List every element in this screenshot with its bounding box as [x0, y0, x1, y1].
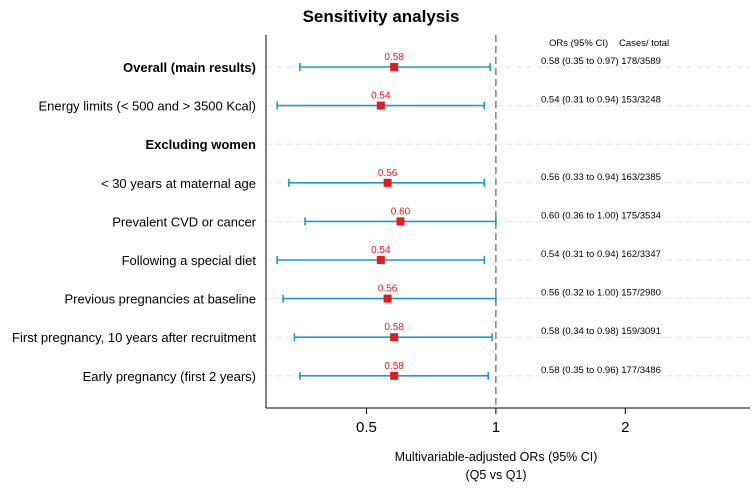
or-point-marker — [376, 256, 385, 264]
x-axis-ticks: 0.5 1 2 — [356, 408, 629, 436]
row-label: Previous pregnancies at baseline — [64, 292, 256, 307]
forest-row: Following a special diet 0.54 0.54 (0.31 t… — [122, 245, 661, 268]
forest-row: Overall (main results) 0.58 0.58 (0.35 to … — [123, 52, 661, 75]
or-point-label: 0.54 — [371, 91, 391, 102]
or-point-marker — [390, 63, 399, 71]
x-tick-label: 1 — [492, 419, 500, 436]
forest-row: Excluding women — [145, 137, 256, 152]
forest-row: First pregnancy, 10 years after recruitm… — [12, 322, 661, 345]
x-tick-label: 0.5 — [356, 419, 377, 436]
or-point-label: 0.56 — [378, 168, 398, 179]
forest-row: Previous pregnancies at baseline 0.56 0.56… — [64, 284, 660, 307]
x-tick-label: 2 — [621, 419, 629, 436]
or-point-marker — [376, 101, 385, 110]
x-axis-label-line2: (Q5 vs Q1) — [465, 468, 526, 482]
forest-row: < 30 years at maternal age 0.56 0.56 (0.33… — [101, 168, 661, 191]
row-or-summary: 0.56 (0.32 to 1.00) 157/2980 — [541, 288, 661, 299]
or-point-marker — [396, 217, 405, 226]
row-label: Excluding women — [145, 137, 256, 152]
forest-row: Energy limits (< 500 and > 3500 Kcal) 0.5… — [38, 91, 660, 114]
row-label: Prevalent CVD or cancer — [112, 214, 256, 229]
row-label: Early pregnancy (first 2 years) — [83, 369, 256, 384]
row-or-summary: 0.56 (0.33 to 0.94) 163/2385 — [541, 172, 661, 183]
forest-row: Early pregnancy (first 2 years) 0.58 0.58 … — [83, 361, 661, 384]
row-or-summary: 0.54 (0.31 to 0.94) 162/3347 — [541, 249, 661, 260]
row-label: Following a special diet — [122, 253, 257, 268]
row-or-summary: 0.58 (0.35 to 0.96) 177/3486 — [541, 365, 661, 376]
forest-rows: Overall (main results) 0.58 0.58 (0.35 to … — [12, 52, 661, 384]
or-point-marker — [383, 294, 392, 303]
x-axis-label-line1: Multivariable-adjusted ORs (95% CI) — [395, 450, 598, 464]
row-label: < 30 years at maternal age — [101, 176, 256, 191]
row-or-summary: 0.58 (0.34 to 0.98) 159/3091 — [541, 326, 661, 337]
or-point-marker — [390, 333, 399, 342]
or-column-header: ORs (95% CI) — [549, 38, 608, 49]
row-label: Energy limits (< 500 and > 3500 Kcal) — [38, 99, 256, 114]
cases-column-header: Cases/ total — [619, 38, 669, 49]
or-point-label: 0.60 — [391, 206, 411, 217]
or-point-label: 0.56 — [378, 284, 398, 295]
or-point-label: 0.58 — [384, 322, 404, 333]
row-label: Overall (main results) — [123, 60, 256, 75]
or-point-marker — [383, 178, 392, 187]
or-point-label: 0.54 — [371, 245, 391, 256]
row-label: First pregnancy, 10 years after recruitm… — [12, 330, 256, 345]
forest-row: Prevalent CVD or cancer 0.60 0.60 (0.36 to… — [112, 206, 661, 229]
or-point-label: 0.58 — [384, 52, 404, 63]
row-or-summary: 0.54 (0.31 to 0.94) 153/3248 — [541, 95, 661, 106]
or-point-marker — [390, 371, 399, 380]
or-point-label: 0.58 — [384, 361, 404, 372]
row-or-summary: 0.60 (0.36 to 1.00) 175/3534 — [541, 210, 661, 221]
chart-title: Sensitivity analysis — [303, 7, 460, 26]
row-or-summary: 0.58 (0.35 to 0.97) 178/3589 — [541, 56, 661, 67]
